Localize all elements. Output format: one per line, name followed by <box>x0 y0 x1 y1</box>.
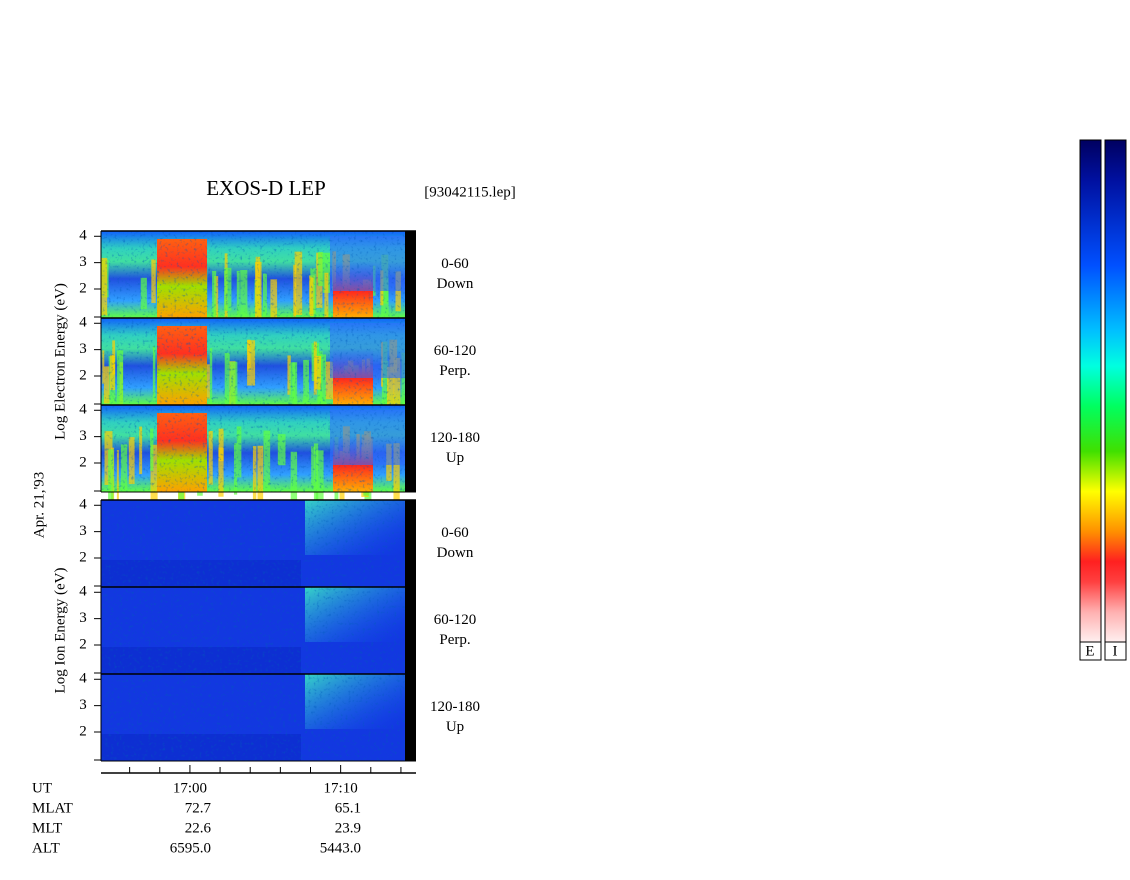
y-axis-label: Log Ion Energy (eV) <box>52 568 68 694</box>
row-value: 5443.0 <box>320 840 361 856</box>
panel-label: Down <box>437 545 474 561</box>
data-gap <box>405 231 416 318</box>
row-label: MLT <box>32 820 62 836</box>
data-gap <box>405 500 416 587</box>
spectrogram-noise <box>101 674 405 761</box>
data-gap <box>405 674 416 761</box>
y-tick-label: 2 <box>79 367 87 383</box>
colorbar-label: E <box>1085 643 1094 659</box>
y-tick-label: 2 <box>79 723 87 739</box>
y-axis-label: Log Electron Energy (eV) <box>52 283 68 440</box>
y-tick-label: 4 <box>79 671 87 687</box>
colorbar-box <box>1104 641 1127 661</box>
row-label: ALT <box>32 840 60 856</box>
y-tick-label: 3 <box>79 428 87 444</box>
title: EXOS-D LEP <box>206 176 326 200</box>
row-label: UT <box>32 780 52 796</box>
y-tick-label: 3 <box>79 610 87 626</box>
panel-label: Down <box>437 276 474 292</box>
panel-label: Up <box>446 450 464 466</box>
x-tick-label: 17:00 <box>173 780 207 796</box>
y-tick-label: 2 <box>79 549 87 565</box>
row-value: 6595.0 <box>170 840 211 856</box>
y-tick-label: 4 <box>79 402 87 418</box>
colorbar <box>1104 139 1127 643</box>
panel-label: Up <box>446 719 464 735</box>
panel-label: 60-120 <box>434 612 477 628</box>
colorbar <box>1079 139 1102 643</box>
panel-label: 120-180 <box>430 699 480 715</box>
panel-label: 60-120 <box>434 343 477 359</box>
y-tick-label: 3 <box>79 523 87 539</box>
row-label: MLAT <box>32 800 73 816</box>
y-tick-label: 3 <box>79 254 87 270</box>
row-value: 23.9 <box>335 820 361 836</box>
spectrogram-noise <box>101 405 405 492</box>
y-tick-label: 4 <box>79 497 87 513</box>
y-tick-label: 3 <box>79 341 87 357</box>
y-tick-label: 4 <box>79 228 87 244</box>
data-gap <box>405 318 416 405</box>
spectrogram-noise <box>101 500 405 587</box>
data-gap <box>405 587 416 674</box>
x-tick-label: 17:10 <box>324 780 358 796</box>
y-tick-label: 3 <box>79 697 87 713</box>
spectrogram-noise <box>101 318 405 405</box>
row-value: 65.1 <box>335 800 361 816</box>
row-value: 22.6 <box>185 820 212 836</box>
spectrogram-noise <box>101 231 405 318</box>
file-name: [93042115.lep] <box>424 184 516 200</box>
y-tick-label: 2 <box>79 636 87 652</box>
spectrogram-noise <box>101 587 405 674</box>
date-label: Apr. 21,'93 <box>31 472 47 538</box>
panel-label: Perp. <box>439 363 470 379</box>
y-tick-label: 4 <box>79 584 87 600</box>
y-tick-label: 4 <box>79 315 87 331</box>
panel-label: 0-60 <box>441 256 469 272</box>
panel-label: 0-60 <box>441 525 469 541</box>
y-tick-label: 2 <box>79 454 87 470</box>
colorbar-label: I <box>1113 643 1118 659</box>
panel-label: 120-180 <box>430 430 480 446</box>
y-tick-label: 2 <box>79 280 87 296</box>
row-value: 72.7 <box>185 800 212 816</box>
panel-label: Perp. <box>439 632 470 648</box>
data-gap <box>405 405 416 492</box>
colorbar-box <box>1079 641 1102 661</box>
